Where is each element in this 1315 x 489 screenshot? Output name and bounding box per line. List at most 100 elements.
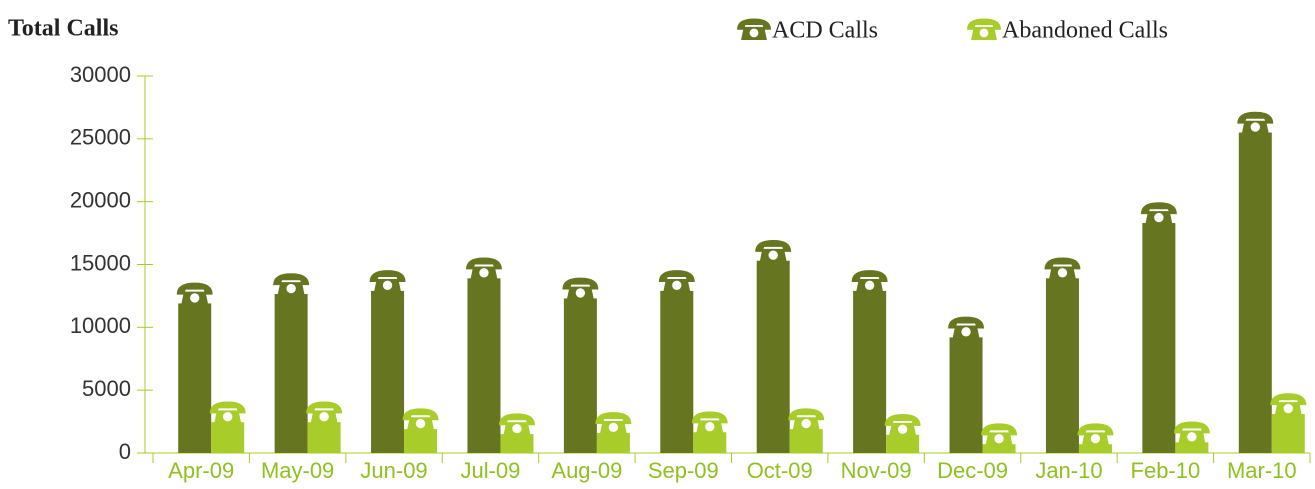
phone-icon: [884, 414, 921, 437]
phone-icon: [1237, 111, 1274, 135]
phone-icon: [562, 277, 599, 301]
phone-dial: [415, 418, 426, 429]
x-tick-label: Aug-09: [551, 458, 622, 483]
bar: [693, 432, 727, 453]
bar: [274, 294, 308, 453]
phone-dial: [961, 327, 971, 337]
bar: [211, 422, 245, 453]
phone-icon: [1044, 257, 1081, 281]
phone-icon: [209, 401, 246, 425]
phone-icon: [1140, 202, 1177, 226]
phone-handset: [755, 239, 792, 252]
phone-dial: [382, 280, 393, 291]
phone-dial: [979, 28, 989, 38]
phone-handset: [1077, 423, 1114, 436]
phone-dial: [479, 268, 489, 278]
phone-icon: [306, 401, 343, 425]
phone-handset: [788, 408, 825, 421]
phone-handset: [1140, 202, 1177, 215]
bar: [563, 298, 597, 453]
x-tick-label: Feb-10: [1131, 458, 1201, 483]
bar: [756, 260, 790, 453]
phone-icon: [176, 282, 213, 306]
x-tick-label: Jun-09: [360, 458, 427, 483]
phone-handset: [465, 257, 502, 270]
phone-icon: [967, 18, 1001, 40]
legend-label: ACD Calls: [772, 18, 878, 44]
phone-handset: [981, 423, 1018, 436]
phone-handset: [851, 270, 888, 282]
x-tick-label: Dec-09: [937, 458, 1008, 483]
phone-dial: [864, 280, 875, 291]
bar: [178, 303, 212, 453]
phone-icon: [1173, 421, 1210, 445]
phone-dial: [223, 412, 233, 422]
phone-dial: [1090, 433, 1101, 444]
phone-handset: [402, 408, 439, 421]
bar: [949, 337, 983, 453]
y-tick-label: 20000: [70, 187, 131, 212]
phone-handset: [176, 282, 213, 295]
x-tick-label: Jul-09: [460, 458, 520, 483]
phone-icon: [981, 423, 1018, 447]
phone-handset: [1044, 257, 1081, 270]
x-tick-label: Jan-10: [1035, 458, 1102, 483]
bar: [660, 290, 694, 453]
bar: [1175, 442, 1209, 453]
phone-icon: [402, 408, 439, 432]
bar: [789, 429, 823, 453]
phone-dial: [749, 28, 759, 38]
bar: [1045, 278, 1079, 453]
phone-icon: [1077, 423, 1114, 447]
phone-icon: [737, 18, 771, 40]
chart-title: Total Calls: [8, 16, 118, 42]
phone-dial: [190, 293, 200, 303]
bar: [500, 434, 534, 453]
bar: [596, 432, 630, 453]
phone-icon: [465, 257, 502, 281]
phone-handset: [273, 273, 310, 286]
bar: [982, 444, 1016, 453]
bar: [886, 434, 920, 453]
y-tick-label: 15000: [70, 250, 131, 275]
phone-icon: [595, 412, 632, 435]
phone-handset: [369, 270, 406, 282]
y-tick-label: 30000: [70, 62, 131, 87]
y-tick-label: 0: [119, 439, 131, 464]
phone-dial: [801, 418, 811, 429]
phone-dial: [512, 423, 522, 434]
x-tick-label: Oct-09: [747, 458, 813, 483]
bar: [1078, 444, 1112, 453]
phone-dial: [897, 424, 908, 434]
phone-dial: [1283, 403, 1293, 414]
phone-handset: [1237, 111, 1274, 124]
phone-dial: [1187, 432, 1197, 442]
phone-icon: [1270, 393, 1307, 417]
bar: [1238, 132, 1272, 454]
x-tick-label: May-09: [261, 458, 334, 483]
phone-handset: [498, 413, 535, 426]
bar: [467, 278, 501, 453]
phone-dial: [1057, 268, 1068, 278]
phone-icon: [369, 270, 406, 293]
phone-handset: [737, 18, 771, 30]
phone-handset: [209, 401, 246, 414]
bar: [371, 290, 405, 453]
phone-dial: [608, 422, 619, 433]
phone-dial: [1250, 122, 1260, 132]
phone-icon: [498, 413, 535, 437]
x-tick-label: Mar-10: [1227, 458, 1297, 483]
phone-handset: [884, 414, 921, 426]
phone-icon: [691, 411, 728, 435]
phone-handset: [595, 412, 632, 425]
legend-label: Abandoned Calls: [1002, 18, 1168, 44]
phone-handset: [306, 401, 343, 414]
y-tick-label: 10000: [70, 313, 131, 338]
phone-dial: [286, 283, 296, 294]
bar: [404, 429, 438, 453]
x-tick-label: Sep-09: [648, 458, 719, 483]
phone-icon: [948, 316, 985, 340]
phone-handset: [1270, 393, 1307, 406]
bar: [1271, 414, 1305, 453]
